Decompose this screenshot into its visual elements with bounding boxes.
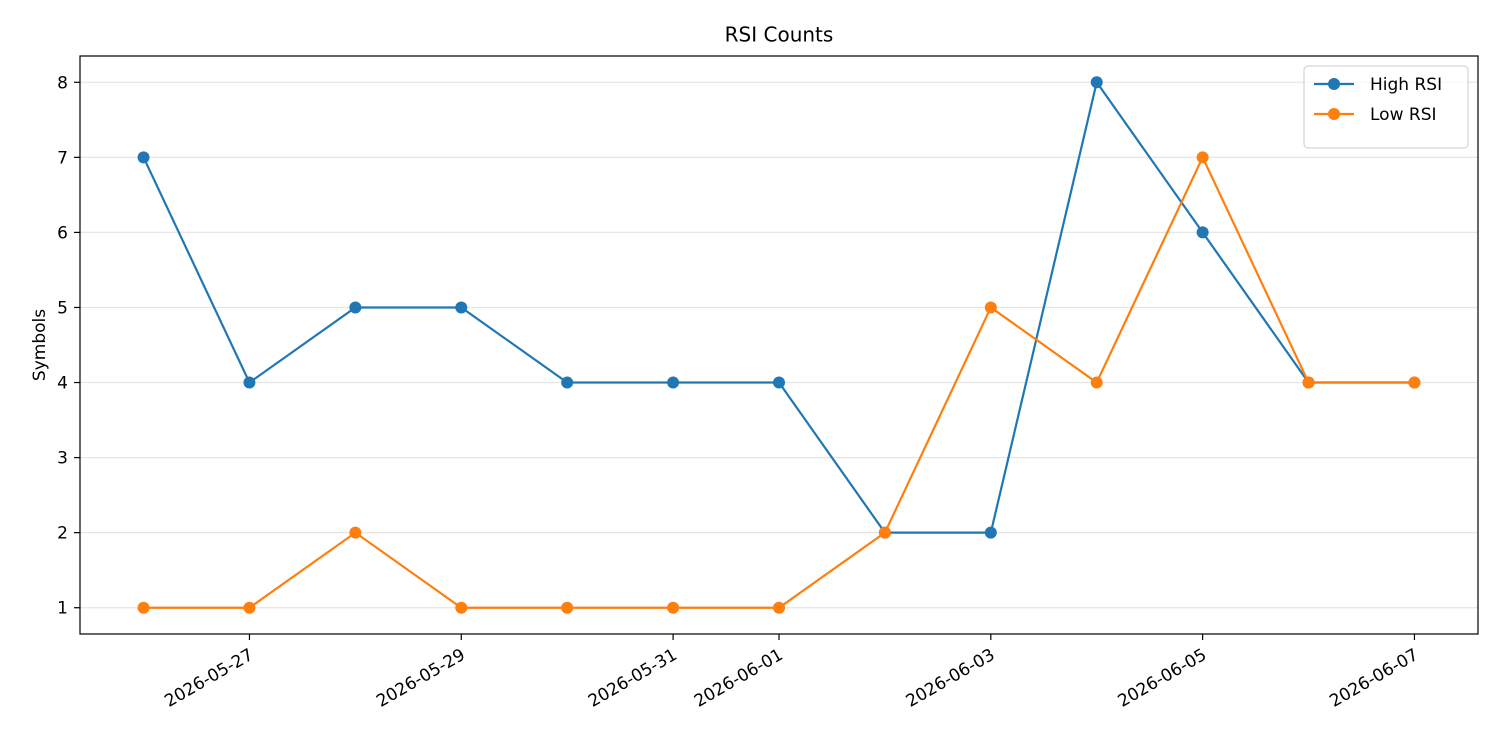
data-point: [455, 601, 468, 614]
data-point: [561, 601, 574, 614]
data-point: [561, 376, 574, 389]
data-point: [349, 301, 362, 314]
data-point: [773, 601, 785, 614]
y-axis-label: Symbols: [30, 309, 50, 381]
legend-marker: [1328, 78, 1340, 90]
y-tick-label: 7: [57, 148, 68, 168]
data-point: [1408, 376, 1421, 389]
y-tick-label: 1: [57, 599, 68, 619]
data-point: [349, 526, 362, 539]
plot-frame: [79, 55, 1479, 635]
data-point: [1090, 376, 1103, 389]
legend: High RSI Low RSI: [1303, 65, 1469, 149]
y-tick-label: 4: [57, 374, 68, 394]
data-point: [667, 601, 680, 614]
chart-title: RSI Counts: [725, 23, 834, 47]
data-point: [667, 376, 680, 389]
legend-label: Low RSI: [1370, 105, 1437, 125]
data-point: [1196, 151, 1209, 164]
data-point: [243, 376, 256, 389]
data-point: [773, 376, 785, 389]
data-point: [243, 601, 256, 614]
legend-box: [1303, 65, 1469, 149]
data-point: [137, 151, 150, 164]
data-point: [455, 301, 468, 314]
data-point: [137, 601, 150, 614]
y-tick-label: 2: [57, 524, 68, 544]
data-point: [984, 301, 997, 314]
y-tick-label: 5: [57, 298, 68, 318]
data-point: [878, 526, 891, 539]
y-tick-label: 3: [57, 449, 68, 469]
y-tick-label: 6: [57, 223, 68, 243]
legend-label: High RSI: [1370, 75, 1442, 95]
data-point: [984, 526, 997, 539]
legend-marker: [1328, 108, 1340, 120]
data-point: [1302, 376, 1315, 389]
data-point: [1196, 226, 1209, 239]
data-point: [1090, 76, 1103, 89]
y-tick-label: 8: [57, 73, 68, 93]
